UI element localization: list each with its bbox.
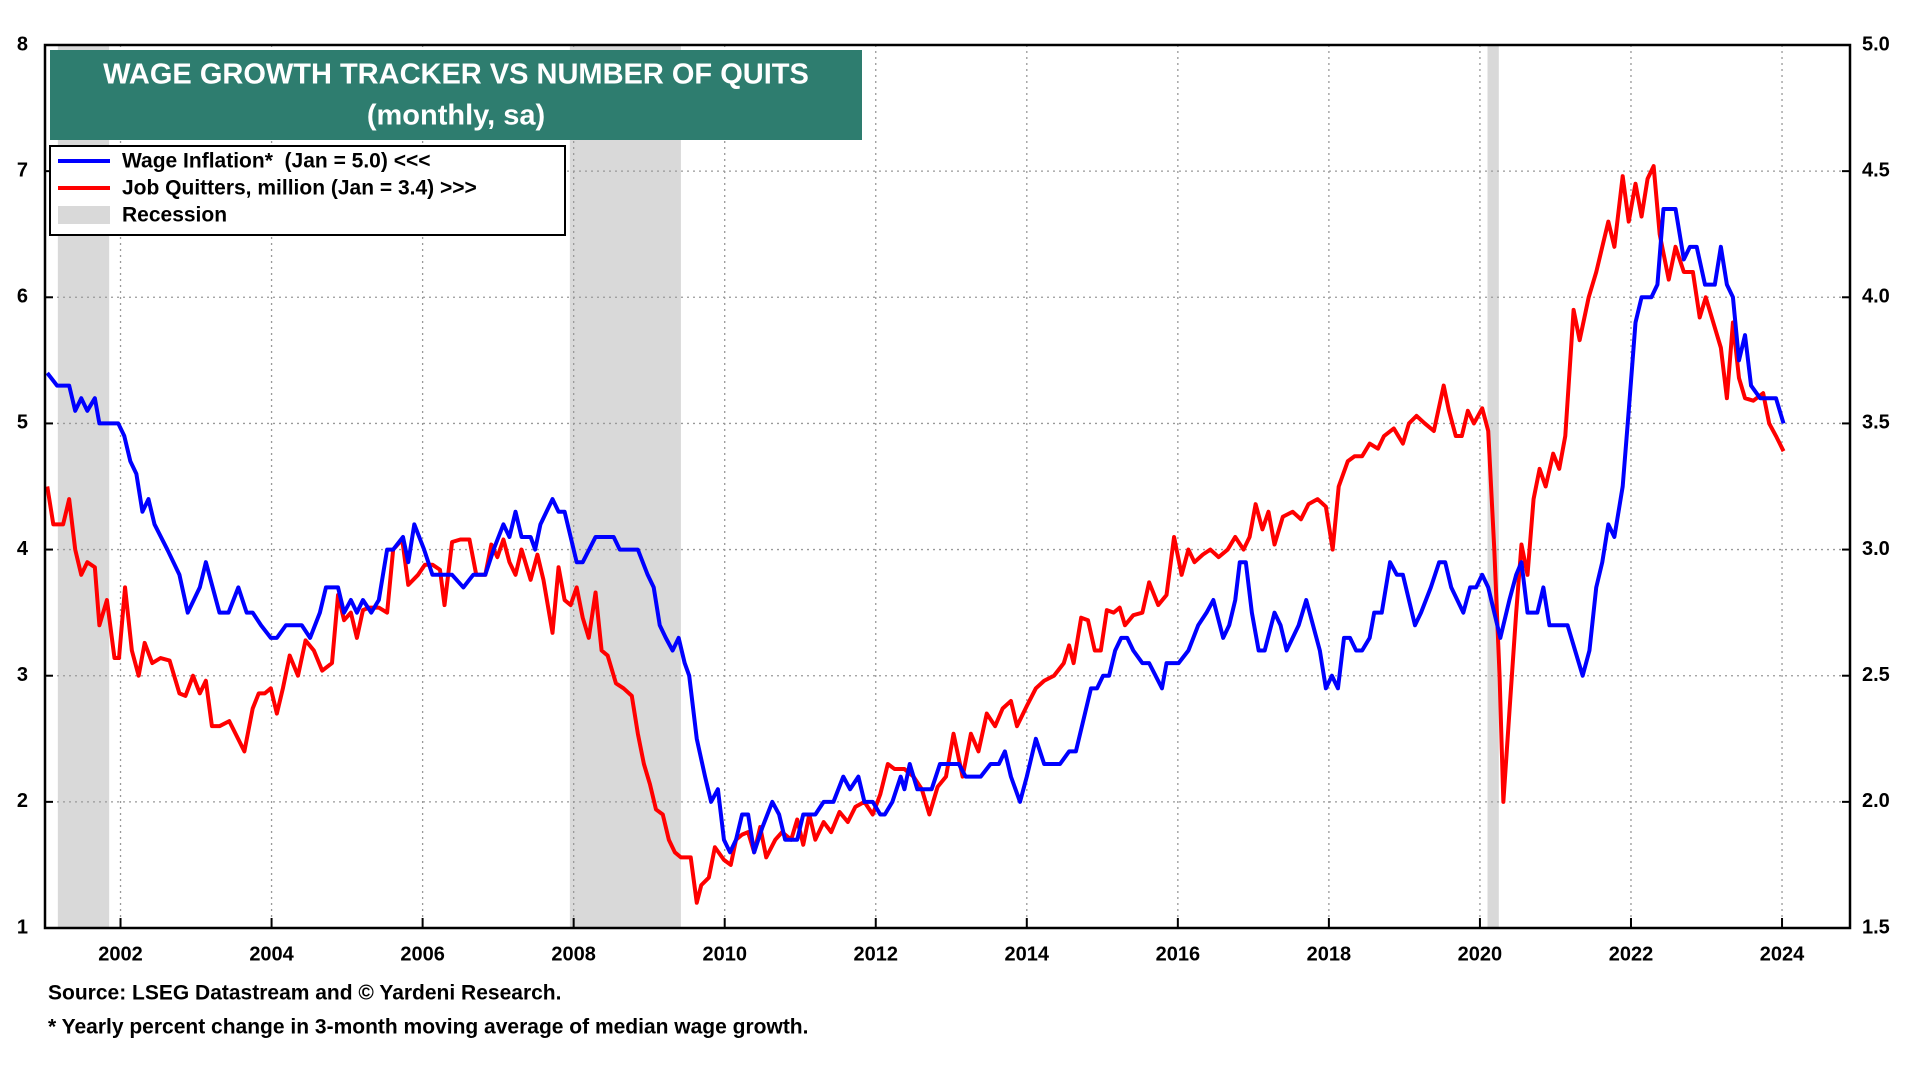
series-line	[45, 206, 1786, 855]
y2-tick-label: 3.5	[1862, 412, 1890, 434]
y-tick-label: 3	[17, 664, 28, 686]
y2-tick-label: 1.5	[1862, 916, 1890, 938]
legend: Wage Inflation* (Jan = 5.0) <<< Job Quitt…	[58, 150, 477, 227]
recession-band	[1487, 45, 1499, 928]
y2-tick-label: 2.5	[1862, 664, 1890, 686]
y-tick-label: 1	[17, 916, 28, 938]
chart-subtitle: (monthly, sa)	[367, 100, 545, 132]
legend-label: Recession	[122, 204, 227, 227]
y-tick-label: 7	[17, 159, 28, 181]
x-tick-label: 2012	[854, 943, 899, 965]
x-tick-label: 2018	[1307, 943, 1352, 965]
x-tick-label: 2008	[551, 943, 596, 965]
legend-box	[49, 145, 566, 236]
y-tick-label: 8	[17, 33, 28, 55]
legend-label: Job Quitters, million (Jan = 3.4) >>>	[122, 177, 477, 200]
y2-tick-label: 4.0	[1862, 286, 1890, 308]
y-tick-label: 5	[17, 412, 28, 434]
legend-label: Wage Inflation* (Jan = 5.0) <<<	[122, 150, 430, 173]
lines	[45, 164, 1786, 905]
series-line	[45, 164, 1786, 905]
source: Source: LSEG Datastream and © Yardeni Re…	[48, 982, 561, 1005]
x-tick-label: 2020	[1458, 943, 1503, 965]
y-tick-label: 4	[17, 538, 29, 560]
x-tick-label: 2016	[1156, 943, 1201, 965]
y-tick-label: 2	[17, 790, 28, 812]
x-tick-label: 2002	[98, 943, 143, 965]
legend-swatch	[58, 206, 110, 224]
plot-frame	[43, 43, 1852, 930]
x-tick-label: 2006	[400, 943, 445, 965]
y2-tick-label: 5.0	[1862, 33, 1890, 55]
y2-tick-label: 3.0	[1862, 538, 1890, 560]
x-tick-label: 2004	[249, 943, 294, 965]
title-box	[50, 50, 862, 140]
chart-title: WAGE GROWTH TRACKER VS NUMBER OF QUITS	[103, 59, 809, 91]
footnote: * Yearly percent change in 3-month movin…	[48, 1016, 808, 1039]
y2-tick-label: 4.5	[1862, 159, 1890, 181]
y-tick-label: 6	[17, 286, 28, 308]
axes: 1 2 3 4 5 6 7 8 1.5 2.0 2.5 3.0 3.5 4.0 4.5 5.0 2002 2004…	[17, 33, 1890, 965]
y2-tick-label: 2.0	[1862, 790, 1890, 812]
x-tick-label: 2010	[702, 943, 747, 965]
x-tick-label: 2022	[1609, 943, 1654, 965]
recession-band	[569, 45, 681, 928]
x-tick-label: 2014	[1005, 943, 1050, 965]
x-tick-label: 2024	[1760, 943, 1805, 965]
